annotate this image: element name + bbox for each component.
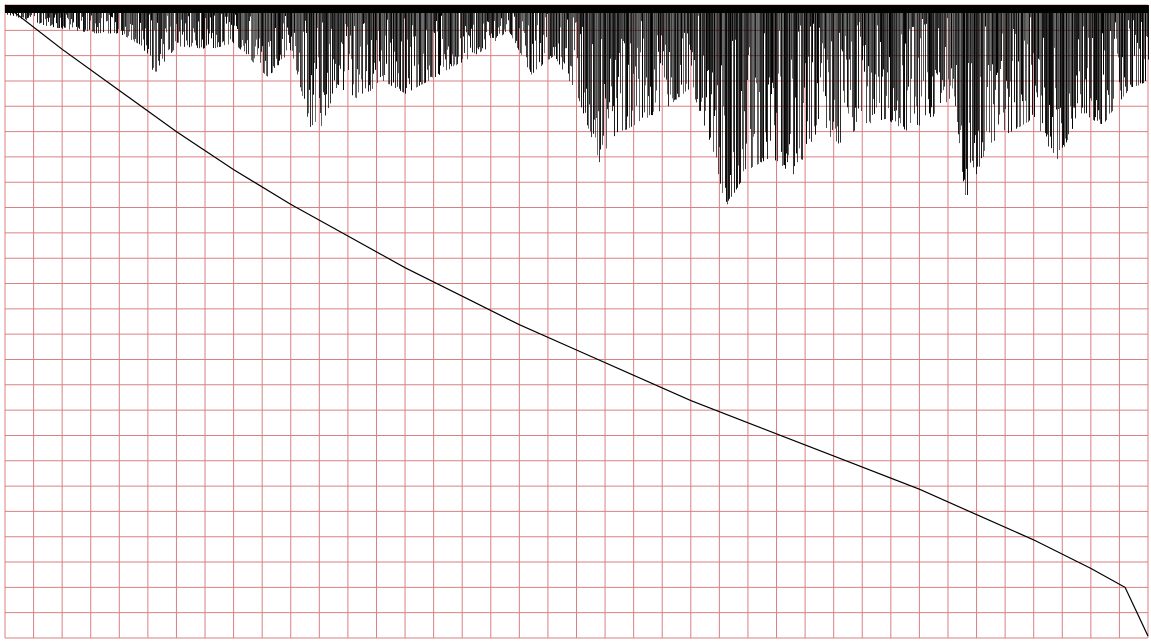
scatter-series: [5, 5, 1149, 205]
line-series: [4, 4, 1149, 637]
decay-curve: [4, 4, 1149, 637]
